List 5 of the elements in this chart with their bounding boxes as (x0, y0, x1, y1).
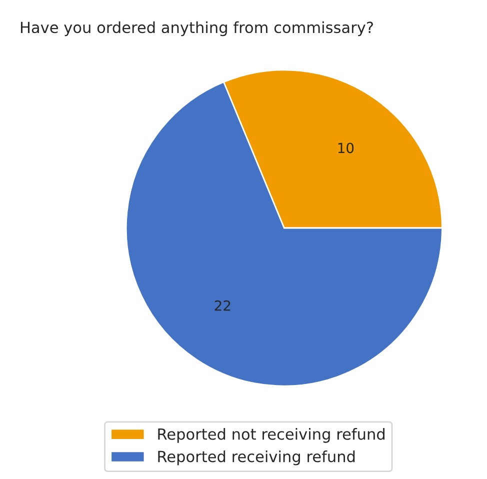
legend-label: Reported not receiving refund (158, 428, 384, 443)
data-label: 10 (338, 142, 354, 154)
chart-title: Have you ordered anything from commissary? (20, 21, 373, 36)
data-label: 22 (214, 300, 230, 311)
legend-label: Reported receiving refund (158, 450, 355, 466)
